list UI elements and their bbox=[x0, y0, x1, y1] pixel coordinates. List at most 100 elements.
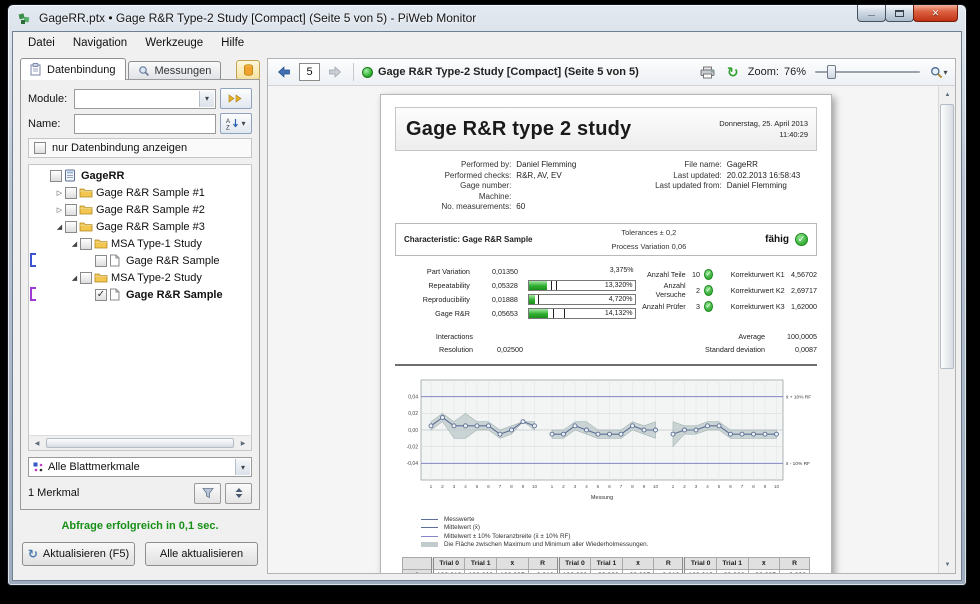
maximize-button[interactable] bbox=[885, 5, 914, 22]
svg-text:10: 10 bbox=[653, 484, 659, 490]
tree-expander[interactable]: ◢ bbox=[56, 223, 63, 231]
tree-item[interactable]: ◢ MSA Type-2 Study bbox=[29, 269, 251, 286]
info-value: 20.02.2013 16:58:43 bbox=[726, 170, 801, 180]
tree-item-label: Gage R&R Sample bbox=[126, 288, 223, 301]
tree-item[interactable]: ◢ Gage R&R Sample #3 bbox=[29, 218, 251, 235]
menu-item-werkzeuge[interactable]: Werkzeuge bbox=[145, 37, 204, 49]
only-databinding-checkbox[interactable] bbox=[34, 142, 46, 154]
table-cell: 0,030 bbox=[779, 569, 811, 573]
zoom-menu-button[interactable]: ▾ bbox=[929, 62, 949, 82]
info-value: Daniel Flemming bbox=[516, 160, 577, 169]
zoom-slider[interactable] bbox=[815, 64, 920, 80]
characteristics-combobox[interactable]: Alle Blattmerkmale ▾ bbox=[28, 457, 252, 477]
svg-text:0,02: 0,02 bbox=[408, 411, 418, 417]
close-button[interactable]: ✕ bbox=[913, 5, 958, 22]
tab-label: Datenbindung bbox=[47, 63, 116, 76]
tree-checkbox[interactable] bbox=[80, 271, 92, 284]
chevron-down-icon[interactable]: ▾ bbox=[199, 90, 214, 107]
minimize-button[interactable]: — bbox=[857, 5, 886, 22]
tree-expander[interactable]: ▷ bbox=[56, 206, 63, 214]
next-page-button[interactable] bbox=[325, 62, 345, 82]
stat-bar-tick bbox=[555, 280, 557, 290]
tree-checkbox[interactable] bbox=[65, 203, 77, 216]
menu-item-navigation[interactable]: Navigation bbox=[72, 37, 128, 49]
svg-text:-0,02: -0,02 bbox=[407, 444, 419, 450]
report-viewer[interactable]: Gage R&R type 2 study Donnerstag, 25. Ap… bbox=[268, 86, 938, 573]
svg-text:9: 9 bbox=[522, 484, 525, 490]
refresh-button[interactable]: ↻ Aktualisieren (F5) bbox=[22, 542, 135, 566]
tree-expander[interactable]: ◢ bbox=[71, 240, 78, 248]
info-label: Gage number: bbox=[460, 181, 512, 190]
tree-checkbox[interactable] bbox=[65, 186, 77, 199]
k-value: 4,56702 bbox=[791, 269, 817, 279]
refresh-all-button[interactable]: Alle aktualisieren bbox=[145, 542, 258, 566]
page-number-input[interactable]: 5 bbox=[299, 63, 320, 81]
tree-item[interactable]: ✓ Gage R&R Sample bbox=[29, 286, 251, 303]
info-label: Last updated: bbox=[673, 170, 722, 180]
svg-text:4: 4 bbox=[706, 484, 709, 490]
panel-splitter[interactable] bbox=[262, 58, 266, 574]
zoom-slider-thumb[interactable] bbox=[827, 65, 836, 79]
chart-legend: Messwerte Mittelwert (x̄) Mittelwert ± 10%… bbox=[421, 515, 817, 549]
svg-text:A: A bbox=[226, 119, 230, 125]
info-value: GageRR bbox=[726, 160, 758, 169]
previous-page-button[interactable] bbox=[274, 62, 294, 82]
info-row: Performed checks: R&R, AV, EV bbox=[395, 171, 619, 180]
sort-direction-button[interactable] bbox=[225, 482, 252, 504]
apply-module-button[interactable] bbox=[220, 88, 252, 109]
report-title: Gage R&R type 2 study bbox=[406, 117, 632, 140]
scrollbar-thumb[interactable] bbox=[46, 438, 234, 448]
stat-bar: 13,320% bbox=[527, 279, 636, 291]
info-value: Daniel Flemming bbox=[726, 181, 787, 190]
tree-expander[interactable]: ◢ bbox=[71, 274, 78, 282]
stat-row: Repeatability 0,05328 13,320% bbox=[395, 278, 636, 292]
module-combobox[interactable]: ▾ bbox=[74, 88, 216, 109]
tree-item[interactable]: ◢ MSA Type-1 Study bbox=[29, 235, 251, 252]
reload-report-button[interactable]: ↻ bbox=[723, 62, 743, 82]
tree-horizontal-scrollbar[interactable]: ◀ ▶ bbox=[29, 435, 251, 450]
table-header-cell: Trial 1 bbox=[715, 557, 749, 570]
stat-bar-tick bbox=[552, 308, 554, 318]
legend-label: Messwerte bbox=[444, 515, 475, 523]
scroll-down-icon[interactable]: ▼ bbox=[944, 561, 951, 568]
tree-item[interactable]: ▷ Gage R&R Sample #1 bbox=[29, 184, 251, 201]
scroll-up-icon[interactable]: ▲ bbox=[944, 91, 951, 98]
characteristics-combo-value: Alle Blattmerkmale bbox=[48, 461, 140, 473]
tree-checkbox[interactable] bbox=[65, 220, 77, 233]
summary-right-value: 100,0005 bbox=[787, 332, 817, 341]
print-button[interactable] bbox=[698, 62, 718, 82]
table-index-cell: 1 bbox=[401, 569, 433, 573]
tree-checkbox[interactable] bbox=[80, 237, 92, 250]
scroll-right-icon[interactable]: ▶ bbox=[240, 441, 246, 447]
chevron-down-icon[interactable]: ▾ bbox=[235, 459, 250, 475]
merkmal-count: 1 Merkmal bbox=[28, 487, 80, 499]
name-input[interactable] bbox=[74, 113, 216, 134]
tree-checkbox[interactable] bbox=[95, 254, 107, 267]
titlebar[interactable]: GageRR.ptx • Gage R&R Type-2 Study [Comp… bbox=[8, 5, 966, 31]
svg-text:9: 9 bbox=[643, 484, 646, 490]
tab-label: Messungen bbox=[154, 65, 212, 77]
tree-item[interactable]: Gage R&R Sample bbox=[29, 252, 251, 269]
tree-item[interactable]: GageRR bbox=[29, 167, 251, 184]
count-value: 2 bbox=[695, 285, 700, 295]
info-value bbox=[511, 192, 516, 201]
tab-datenbindung[interactable]: Datenbindung bbox=[20, 58, 126, 80]
only-databinding-label: nur Datenbindung anzeigen bbox=[52, 142, 188, 154]
stat-value: 0,05653 bbox=[491, 308, 518, 318]
tree-checkbox[interactable]: ✓ bbox=[95, 288, 107, 301]
database-button[interactable] bbox=[236, 60, 260, 80]
filter-button[interactable] bbox=[194, 482, 221, 504]
menu-item-hilfe[interactable]: Hilfe bbox=[221, 37, 245, 49]
menu-item-datei[interactable]: Datei bbox=[28, 37, 55, 49]
tree-checkbox[interactable] bbox=[50, 169, 62, 182]
table-cell: 100,005 bbox=[496, 569, 529, 573]
tree-expander[interactable]: ▷ bbox=[56, 189, 63, 197]
info-value: 60 bbox=[516, 202, 526, 211]
tab-messungen[interactable]: Messungen bbox=[127, 61, 222, 80]
magnifier-icon bbox=[931, 66, 943, 78]
scroll-left-icon[interactable]: ◀ bbox=[34, 441, 40, 447]
vertical-scrollbar[interactable]: ▲ ▼ bbox=[938, 86, 955, 573]
tree-item[interactable]: ▷ Gage R&R Sample #2 bbox=[29, 201, 251, 218]
scrollbar-thumb[interactable] bbox=[940, 104, 954, 369]
